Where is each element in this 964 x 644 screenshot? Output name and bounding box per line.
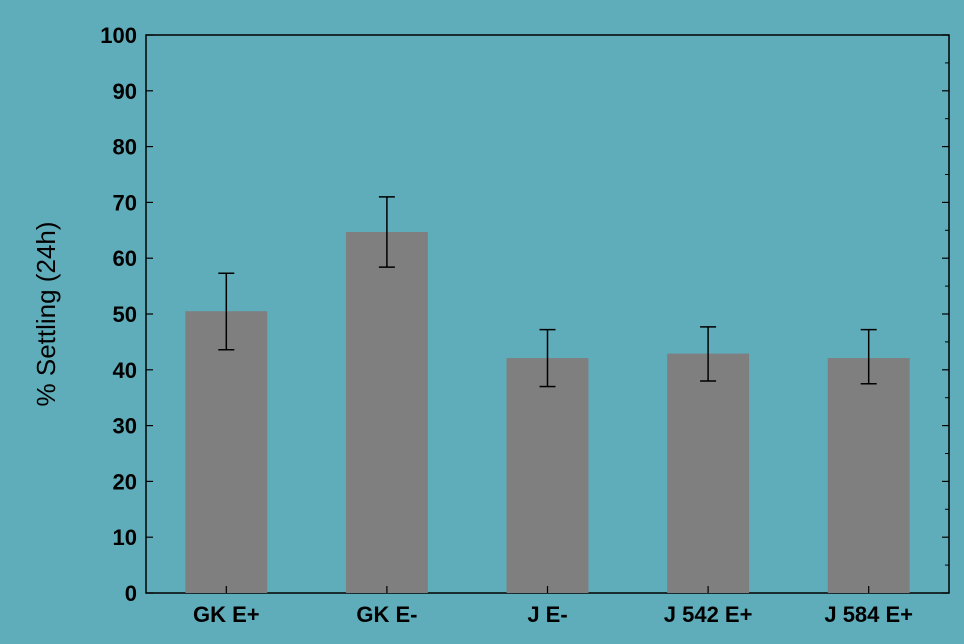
x-category-label: GK E-: [356, 602, 417, 627]
bar: [345, 231, 428, 593]
x-category-label: J 542 E+: [664, 602, 753, 627]
y-tick-label: 60: [113, 246, 137, 271]
y-tick-label: 50: [113, 302, 137, 327]
bar: [827, 358, 910, 593]
bar: [667, 353, 750, 593]
y-tick-label: 30: [113, 414, 137, 439]
y-tick-label: 40: [113, 358, 137, 383]
bar: [506, 358, 589, 593]
y-tick-label: 80: [113, 135, 137, 160]
y-tick-label: 0: [125, 581, 137, 606]
x-category-label: GK E+: [193, 602, 260, 627]
x-category-label: J E-: [527, 602, 567, 627]
y-tick-label: 90: [113, 79, 137, 104]
y-axis-title: % Settling (24h): [31, 222, 61, 407]
y-tick-label: 20: [113, 469, 137, 494]
x-axis: GK E+ GK E- J E- J 542 E+ J 584 E+: [193, 586, 913, 627]
y-axis: 0 10 20 30 40 50 60 70 80 90 100: [100, 23, 949, 606]
y-tick-label: 10: [113, 525, 137, 550]
y-tick-label: 100: [100, 23, 137, 48]
y-tick-label: 70: [113, 190, 137, 215]
bar: [185, 311, 268, 593]
bars-group: [185, 231, 910, 593]
error-bars-group: [218, 196, 877, 388]
x-category-label: J 584 E+: [824, 602, 913, 627]
